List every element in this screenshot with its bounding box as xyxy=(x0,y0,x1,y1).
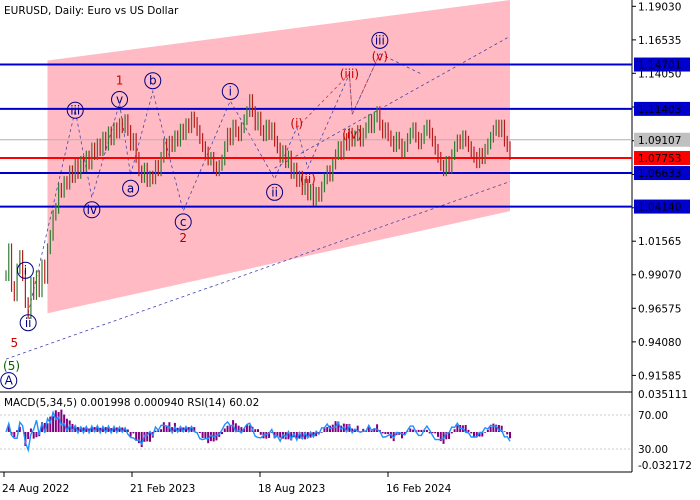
wave-projection-tail xyxy=(379,53,422,75)
indicator-tick-3: -0.032172 xyxy=(638,460,692,472)
level-label-bg-1 xyxy=(634,101,690,116)
x-tick-label-3: 16 Feb 2024 xyxy=(386,483,452,495)
level-label-bg-4 xyxy=(634,166,690,181)
wave-label-8: 1 xyxy=(116,74,124,88)
wave-label-3: i xyxy=(24,263,27,277)
y-tick-label-0: 1.19030 xyxy=(638,1,681,13)
time-axis: 24 Aug 2022 21 Feb 2023 18 Aug 2023 16 Feb … xyxy=(2,472,452,495)
wave-circle-9 xyxy=(122,179,140,197)
wave-circle-13 xyxy=(221,82,239,100)
level-label-0: 1.14701 xyxy=(638,60,681,72)
wave-label-15: (i) xyxy=(290,117,303,131)
wave-label-0: (5) xyxy=(3,359,20,373)
wave-circle-14 xyxy=(266,183,284,201)
x-tick-label-0: 24 Aug 2022 xyxy=(2,483,69,495)
indicator-panel: MACD(5,34,5) 0.001998 0.000940 RSI(14) 6… xyxy=(0,389,692,472)
subwave-projection-line xyxy=(296,53,381,129)
wave-circle-11 xyxy=(174,213,192,231)
level-label-bg-3 xyxy=(634,150,690,165)
wave-label-12: 2 xyxy=(179,231,187,245)
level-label-4: 1.06633 xyxy=(638,168,681,180)
wave-circle-10 xyxy=(144,72,162,90)
y-tick-label-9: 0.96575 xyxy=(638,303,681,315)
y-tick-label-11: 0.91585 xyxy=(638,370,681,382)
wave-circle-5 xyxy=(66,101,84,119)
trend-line-upper xyxy=(274,35,511,169)
wave-label-2: 5 xyxy=(10,336,18,350)
channel-fill xyxy=(47,0,510,314)
level-label-1: 1.11403 xyxy=(638,104,681,116)
price-series xyxy=(5,94,511,319)
wave-label-6: iv xyxy=(87,203,97,217)
indicator-tick-0: 0.035111 xyxy=(638,389,688,401)
wave-label-10: b xyxy=(149,74,157,88)
wave-label-1: A xyxy=(5,374,14,388)
wave-label-14: ii xyxy=(271,185,278,199)
indicator-tick-1: 70.00 xyxy=(638,410,668,422)
wave-label-19: (v) xyxy=(372,49,388,63)
y-tick-label-10: 0.94080 xyxy=(638,337,681,349)
wave-label-17: (iii) xyxy=(340,67,359,81)
wave-circle-3 xyxy=(16,261,34,279)
indicator-tick-2: 30.00 xyxy=(638,444,668,456)
wave-circle-1 xyxy=(0,372,18,390)
wave-label-4: ii xyxy=(25,316,32,330)
wave-circle-6 xyxy=(83,201,101,219)
wave-label-13: i xyxy=(229,84,232,98)
wave-label-9: a xyxy=(127,181,134,195)
level-labels: 1.14701 1.11403 1.09107 1.07753 1.06633 1.041… xyxy=(634,57,690,214)
wave-count-lines xyxy=(5,35,511,360)
y-tick-label-7: 1.01565 xyxy=(638,236,681,248)
wave-circle-20 xyxy=(371,31,389,49)
indicator-label: MACD(5,34,5) 0.001998 0.000940 RSI(14) 6… xyxy=(4,397,259,409)
wave-label-16: (ii) xyxy=(300,172,316,186)
wave-label-11: c xyxy=(180,215,187,229)
rsi-line xyxy=(5,410,511,453)
level-label-5: 1.04140 xyxy=(638,202,681,214)
y-tick-label-1: 1.16535 xyxy=(638,35,681,47)
level-label-bg-0 xyxy=(634,57,690,72)
chart-grid xyxy=(0,0,633,473)
wave-labels: (5)A5iiiiiiivv1abc2iii(i)(ii)(iii)(iv)(v… xyxy=(0,31,389,390)
level-label-3: 1.07753 xyxy=(638,153,681,165)
wave-circle-7 xyxy=(111,91,129,109)
trend-line-lower xyxy=(5,181,511,360)
wave-label-7: v xyxy=(116,93,123,107)
level-label-2: 1.09107 xyxy=(638,135,681,147)
y-tick-label-8: 0.99070 xyxy=(638,270,681,282)
price-channel xyxy=(47,0,510,314)
wave-projection-line xyxy=(27,53,381,314)
x-tick-label-1: 21 Feb 2023 xyxy=(130,483,195,495)
wave-label-20: iii xyxy=(375,33,385,47)
level-label-bg-2 xyxy=(634,132,690,147)
wave-label-18: (iv) xyxy=(342,127,362,141)
level-label-bg-5 xyxy=(634,199,690,214)
wave-circle-4 xyxy=(19,314,37,332)
chart-title: EURUSD, Daily: Euro vs US Dollar xyxy=(4,5,179,17)
x-tick-label-2: 18 Aug 2023 xyxy=(258,483,325,495)
wave-label-5: iii xyxy=(70,103,80,117)
